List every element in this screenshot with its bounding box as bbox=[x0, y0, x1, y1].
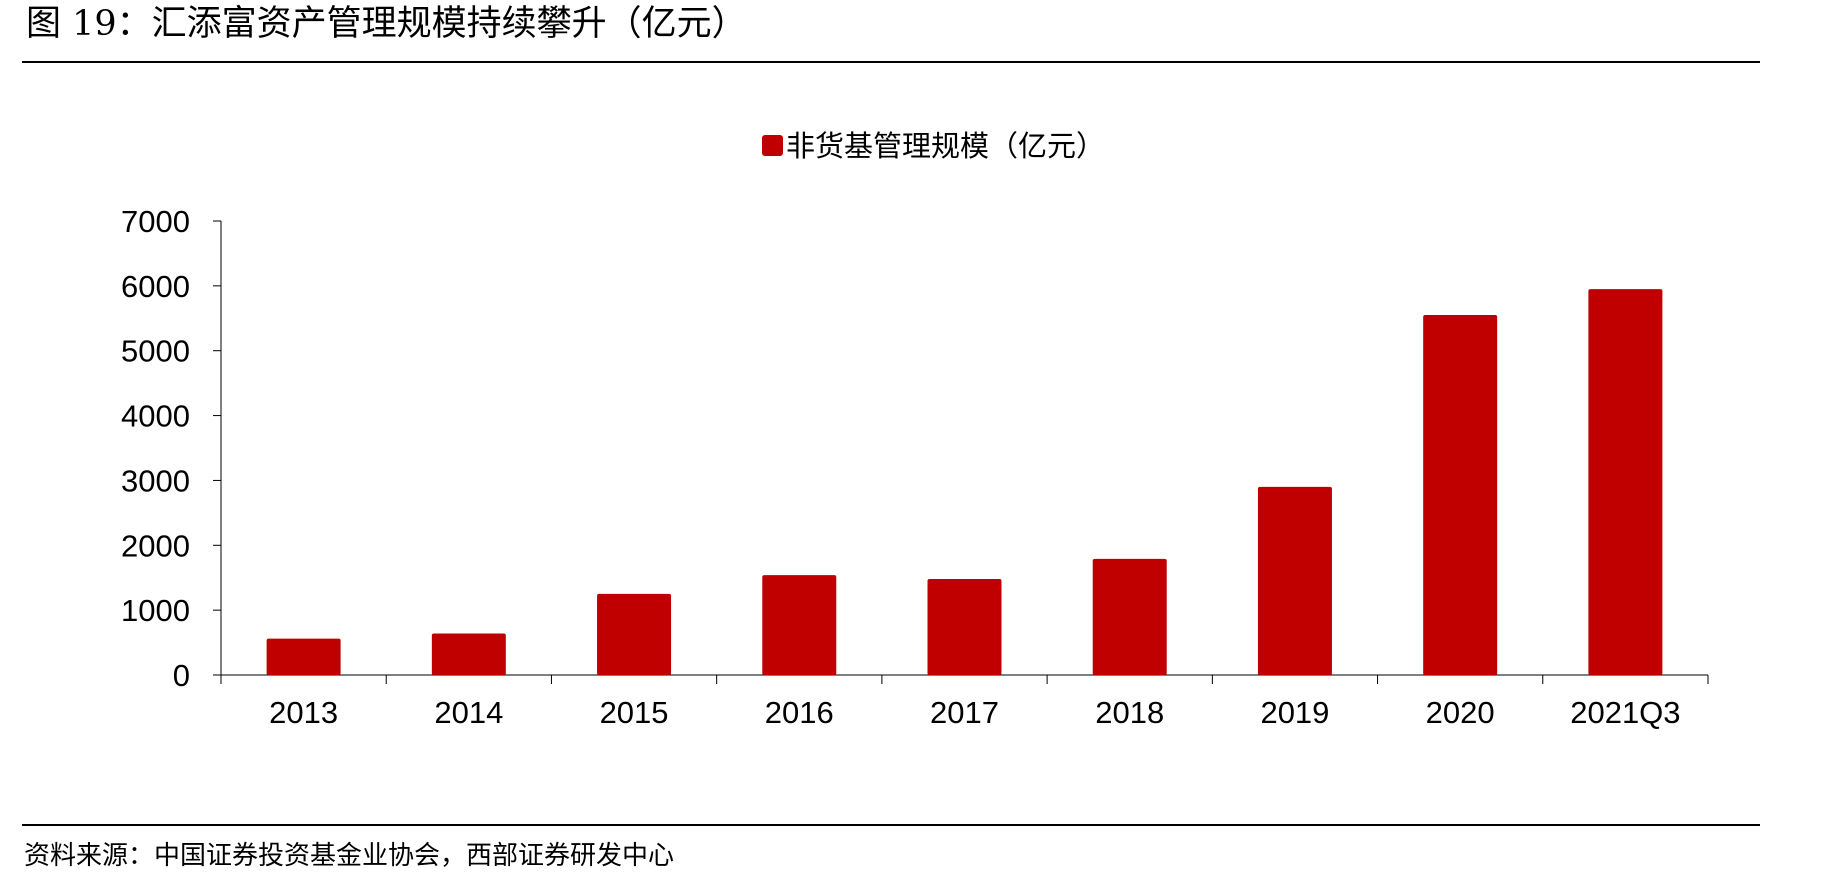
bar-2020 bbox=[1423, 315, 1498, 675]
source-divider bbox=[22, 824, 1760, 826]
y-tick-label: 0 bbox=[173, 658, 190, 693]
x-tick-label: 2016 bbox=[765, 695, 834, 730]
figure-title: 图 19：汇添富资产管理规模持续攀升（亿元） bbox=[26, 4, 747, 44]
x-axis: 2013 2014 2015 2016 2017 2018 2019 2020 2021Q3 bbox=[220, 674, 1709, 730]
bar-2021Q3 bbox=[1588, 289, 1663, 675]
source-note: 资料来源：中国证券投资基金业协会，西部证券研发中心 bbox=[24, 841, 675, 871]
bar-2017 bbox=[927, 579, 1002, 675]
bar-2016 bbox=[762, 575, 837, 675]
x-tick-label: 2014 bbox=[434, 695, 503, 730]
y-tick-label: 5000 bbox=[121, 334, 190, 369]
legend-label: 非货基管理规模（亿元） bbox=[786, 130, 1105, 163]
x-tick-label: 2019 bbox=[1260, 695, 1329, 730]
x-tick-label: 2021Q3 bbox=[1570, 695, 1680, 730]
x-tick-label: 2020 bbox=[1426, 695, 1495, 730]
y-tick-label: 1000 bbox=[121, 593, 190, 628]
bar-2014 bbox=[431, 633, 506, 675]
bar-2015 bbox=[597, 593, 672, 675]
x-tick-label: 2013 bbox=[269, 695, 338, 730]
x-tick-label: 2018 bbox=[1095, 695, 1164, 730]
y-tick-label: 3000 bbox=[121, 463, 190, 498]
y-tick-label: 7000 bbox=[121, 204, 190, 239]
bar-2019 bbox=[1257, 486, 1332, 675]
bar-2013 bbox=[266, 638, 341, 675]
chart-legend: 非货基管理规模（亿元） bbox=[762, 130, 1105, 163]
x-tick-label: 2015 bbox=[600, 695, 669, 730]
bar-2018 bbox=[1092, 558, 1167, 675]
bar-series bbox=[266, 289, 1663, 675]
x-tick-label: 2017 bbox=[930, 695, 999, 730]
y-tick-label: 4000 bbox=[121, 399, 190, 434]
y-tick-label: 6000 bbox=[121, 269, 190, 304]
y-axis: 0 1000 2000 3000 4000 5000 6000 7000 bbox=[121, 204, 222, 693]
y-tick-label: 2000 bbox=[121, 528, 190, 563]
legend-swatch bbox=[762, 135, 783, 156]
title-divider bbox=[22, 61, 1760, 63]
